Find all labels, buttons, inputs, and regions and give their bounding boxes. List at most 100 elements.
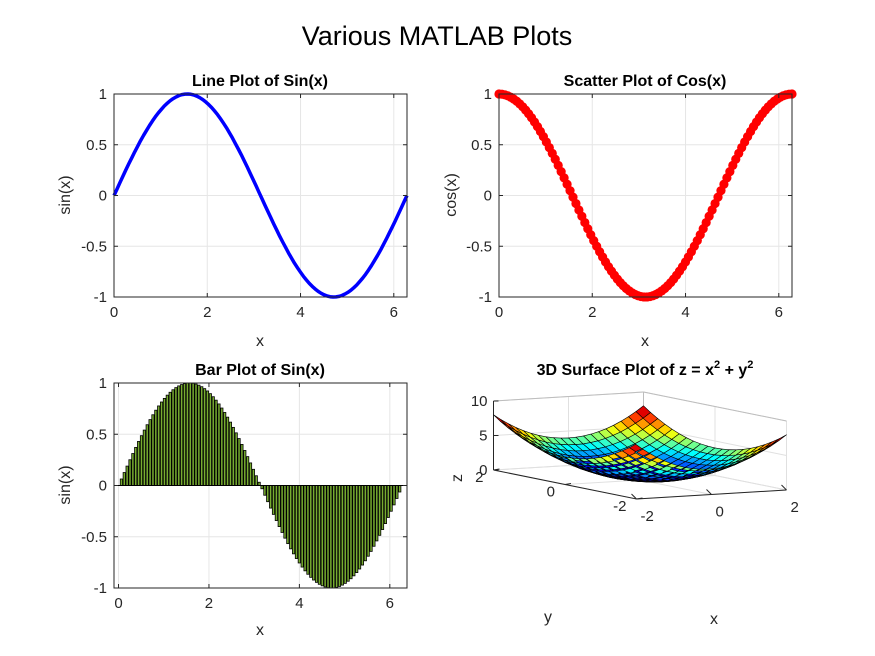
bar (343, 485, 347, 584)
x-tick-label: 6 (390, 304, 398, 321)
bar (271, 485, 276, 515)
y-tick-label: 0 (99, 478, 107, 495)
bar (366, 485, 370, 557)
y-tick-label: 2 (475, 469, 483, 486)
bar (369, 485, 373, 552)
bar-plot-xlabel: x (256, 622, 264, 639)
surface-patch (500, 419, 516, 431)
bar (332, 485, 336, 589)
scatter-plot: Scatter Plot of Cos(x) 0 2 4 6 -1 -0.5 0 0.5 1 x… (443, 73, 797, 350)
y-tick-label: -1 (94, 580, 107, 597)
x-tick-label: 2 (203, 304, 211, 321)
bar (280, 485, 284, 533)
bar (246, 456, 250, 486)
bar (174, 387, 178, 486)
z-tick-label: 0 (479, 462, 487, 479)
surface-title-main: 3D Surface Plot of z = x (537, 362, 714, 379)
x-tick-label: 0 (495, 304, 503, 321)
bar (194, 383, 198, 486)
bar (131, 453, 135, 486)
bar (248, 462, 253, 486)
bar (286, 485, 290, 545)
line-plot: Line Plot of Sin(x) 0 2 4 6 -1 -0.5 0 0.5 1 x si… (57, 73, 409, 350)
y-tick-label: 1 (99, 86, 107, 103)
bar (300, 485, 304, 568)
bar (134, 447, 138, 486)
bar (145, 424, 149, 486)
bar (292, 485, 296, 555)
bar (208, 393, 212, 486)
bar (151, 414, 155, 486)
bar (320, 485, 324, 587)
bar (389, 485, 393, 512)
bar (211, 396, 215, 486)
bar (168, 391, 172, 486)
x-tick-label: 0 (716, 504, 724, 521)
bar (297, 485, 301, 564)
bar (398, 485, 402, 493)
bar (182, 383, 187, 486)
x-tick-label: 4 (295, 595, 303, 612)
line-plot-ticks: 0 2 4 6 -1 -0.5 0 0.5 1 (81, 86, 407, 321)
x-tick-label: 0 (110, 304, 118, 321)
bar (231, 426, 235, 486)
bar (329, 485, 333, 589)
bar (383, 485, 387, 524)
surface-plot-xlabel: x (710, 611, 718, 628)
x-tick-label: 6 (386, 595, 394, 612)
bar (360, 485, 364, 566)
x-tick-mark (631, 493, 637, 500)
bar (309, 485, 313, 578)
y-tick-label: 1 (484, 86, 492, 103)
bar (266, 485, 270, 503)
bar (326, 485, 330, 589)
scatter-plot-title: Scatter Plot of Cos(x) (564, 73, 727, 90)
surface-title-mid: + y (720, 362, 747, 379)
x-tick-label: 2 (205, 595, 213, 612)
bar (277, 485, 281, 527)
bar (137, 441, 141, 486)
z-tick-label: 10 (471, 393, 488, 410)
bar (205, 390, 210, 486)
bar (128, 459, 132, 486)
bar (372, 485, 376, 547)
bar (160, 401, 164, 486)
y-tick-label: -1 (479, 289, 492, 306)
bar (200, 386, 204, 486)
bar (254, 475, 258, 486)
surface-plot-zlabel: z (449, 474, 466, 482)
bar (317, 485, 321, 585)
bar (197, 384, 201, 486)
y-tick-label: 1 (99, 375, 107, 392)
x-tick-mark (781, 484, 787, 491)
bar-plot-ylabel: sin(x) (57, 465, 74, 504)
bar (314, 485, 319, 583)
bar (380, 485, 385, 530)
x-tick-label: 4 (296, 304, 304, 321)
bar (191, 382, 195, 486)
y-tick-label: -2 (613, 498, 626, 515)
bar (294, 485, 298, 559)
line-plot-xlabel: x (256, 333, 264, 350)
bar (214, 399, 218, 486)
bar (352, 485, 356, 577)
bar (217, 403, 221, 486)
bar (386, 485, 390, 518)
bar-plot: Bar Plot of Sin(x) 0 2 4 6 -1 -0.5 0 0.5 1 x sin… (57, 362, 408, 639)
bar (226, 416, 230, 486)
bar (119, 478, 123, 486)
line-plot-series (112, 92, 409, 299)
x-tick-mark (706, 489, 712, 495)
bar (340, 485, 344, 586)
bar (180, 384, 184, 486)
bar (154, 409, 158, 486)
x-tick-label: -2 (641, 508, 654, 525)
x-tick-label: 2 (791, 499, 799, 516)
bar (274, 485, 278, 521)
bar (358, 485, 362, 570)
bar (375, 485, 379, 542)
surface-patch (771, 434, 787, 445)
bar (283, 485, 287, 539)
